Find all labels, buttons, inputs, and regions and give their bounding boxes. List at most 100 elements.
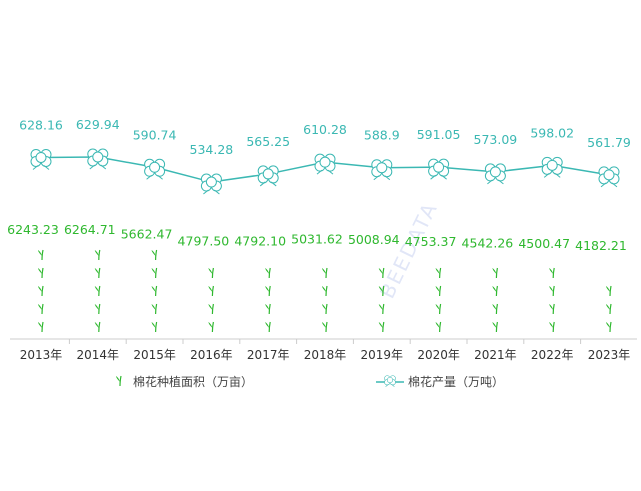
- x-tick-label: 2020年: [417, 348, 460, 362]
- x-tick-label: 2014年: [77, 348, 120, 362]
- area-value-label: 4792.10: [234, 233, 286, 248]
- area-sprout: [38, 285, 44, 297]
- watermark: BEEDATA: [375, 198, 442, 302]
- area-sprout: [322, 285, 328, 297]
- area-sprout: [38, 303, 44, 315]
- area-sprout: [549, 303, 555, 315]
- area-sprout: [322, 267, 328, 279]
- area-value-label: 5008.94: [348, 232, 400, 247]
- area-sprout: [151, 303, 158, 315]
- area-sprout: [38, 267, 44, 279]
- area-value-label: 4797.50: [178, 233, 230, 248]
- x-tick-label: 2022年: [531, 348, 574, 362]
- area-value-label: 5031.62: [291, 232, 343, 247]
- area-sprout: [151, 267, 158, 279]
- cotton-icon: [384, 375, 396, 387]
- area-sprout: [265, 285, 271, 297]
- production-value-label: 610.28: [303, 122, 347, 137]
- area-sprout: [435, 321, 442, 333]
- production-point: [484, 163, 506, 185]
- area-series: [38, 249, 612, 333]
- area-sprout: [94, 267, 101, 279]
- area-sprout: [151, 321, 158, 333]
- area-sprout: [151, 249, 158, 261]
- area-sprout: [322, 303, 328, 315]
- legend-label-area: 棉花种植面积（万亩）: [133, 374, 253, 389]
- area-sprout: [492, 267, 498, 279]
- production-point: [200, 173, 222, 195]
- production-point: [30, 148, 52, 170]
- sprout-icon: [116, 375, 122, 387]
- area-sprout: [492, 285, 498, 297]
- production-point: [371, 159, 393, 181]
- production-point: [144, 158, 166, 180]
- area-sprout: [265, 321, 271, 333]
- area-sprout: [151, 285, 158, 297]
- production-value-label: 573.09: [474, 132, 518, 147]
- area-sprout: [549, 321, 555, 333]
- legend: 棉花种植面积（万亩） 棉花产量（万吨）: [116, 374, 504, 389]
- x-tick-label: 2019年: [361, 348, 404, 362]
- legend-item-production[interactable]: 棉花产量（万吨）: [376, 374, 504, 389]
- area-sprout: [378, 303, 385, 315]
- x-tick-label: 2013年: [20, 348, 63, 362]
- area-sprout: [492, 303, 498, 315]
- production-value-label: 561.79: [587, 135, 631, 150]
- area-sprout: [549, 285, 555, 297]
- area-sprout: [378, 267, 385, 279]
- area-sprout: [549, 267, 555, 279]
- production-point: [314, 153, 336, 175]
- area-sprout: [94, 321, 101, 333]
- area-sprout: [378, 285, 385, 297]
- x-tick-label: 2021年: [474, 348, 517, 362]
- area-sprout: [208, 303, 214, 315]
- area-sprout: [606, 303, 612, 315]
- area-sprout: [38, 249, 44, 261]
- production-value-label: 628.16: [19, 117, 63, 132]
- production-point: [87, 148, 109, 170]
- production-point: [541, 156, 563, 178]
- area-sprout: [265, 267, 271, 279]
- area-sprout: [208, 321, 214, 333]
- area-value-label: 5662.47: [121, 227, 173, 242]
- area-sprout: [208, 285, 214, 297]
- area-value-label: 6243.23: [7, 222, 59, 237]
- area-value-label: 4753.37: [405, 234, 457, 249]
- area-value-label: 6264.71: [64, 222, 116, 237]
- area-sprout: [94, 285, 101, 297]
- x-tick-label: 2023年: [588, 348, 631, 362]
- area-sprout: [435, 267, 442, 279]
- area-sprout: [606, 285, 612, 297]
- area-sprout: [322, 321, 328, 333]
- production-value-label: 565.25: [246, 134, 290, 149]
- area-sprout: [208, 267, 214, 279]
- production-value-label: 598.02: [530, 125, 574, 140]
- production-value-label: 534.28: [190, 142, 234, 157]
- production-point: [598, 166, 620, 188]
- area-sprout: [435, 285, 442, 297]
- production-series: [30, 148, 620, 195]
- area-sprout: [492, 321, 498, 333]
- x-tick-label: 2016年: [190, 348, 233, 362]
- area-value-label: 4542.26: [462, 235, 514, 250]
- legend-item-area[interactable]: 棉花种植面积（万亩）: [116, 374, 253, 389]
- production-point: [257, 165, 279, 187]
- area-sprout: [94, 249, 101, 261]
- legend-cotton: [384, 375, 396, 387]
- area-sprout: [94, 303, 101, 315]
- data-labels: 6243.23 6264.71 5662.47 4797.50 4792.10 5031.…: [7, 117, 631, 253]
- area-value-label: 4500.47: [518, 236, 570, 251]
- production-value-label: 591.05: [417, 127, 461, 142]
- legend-sprout: [116, 375, 122, 387]
- production-value-label: 629.94: [76, 117, 120, 132]
- area-sprout: [38, 321, 44, 333]
- production-value-label: 590.74: [133, 127, 177, 142]
- legend-label-production: 棉花产量（万吨）: [408, 374, 504, 389]
- area-sprout: [378, 321, 385, 333]
- x-tick-label: 2018年: [304, 348, 347, 362]
- area-sprout: [606, 321, 612, 333]
- x-axis-ticks: 2013年 2014年 2015年 2016年 2017年 2018年 2019年 2020年…: [20, 339, 631, 362]
- production-value-label: 588.9: [364, 128, 400, 143]
- x-tick-label: 2017年: [247, 348, 290, 362]
